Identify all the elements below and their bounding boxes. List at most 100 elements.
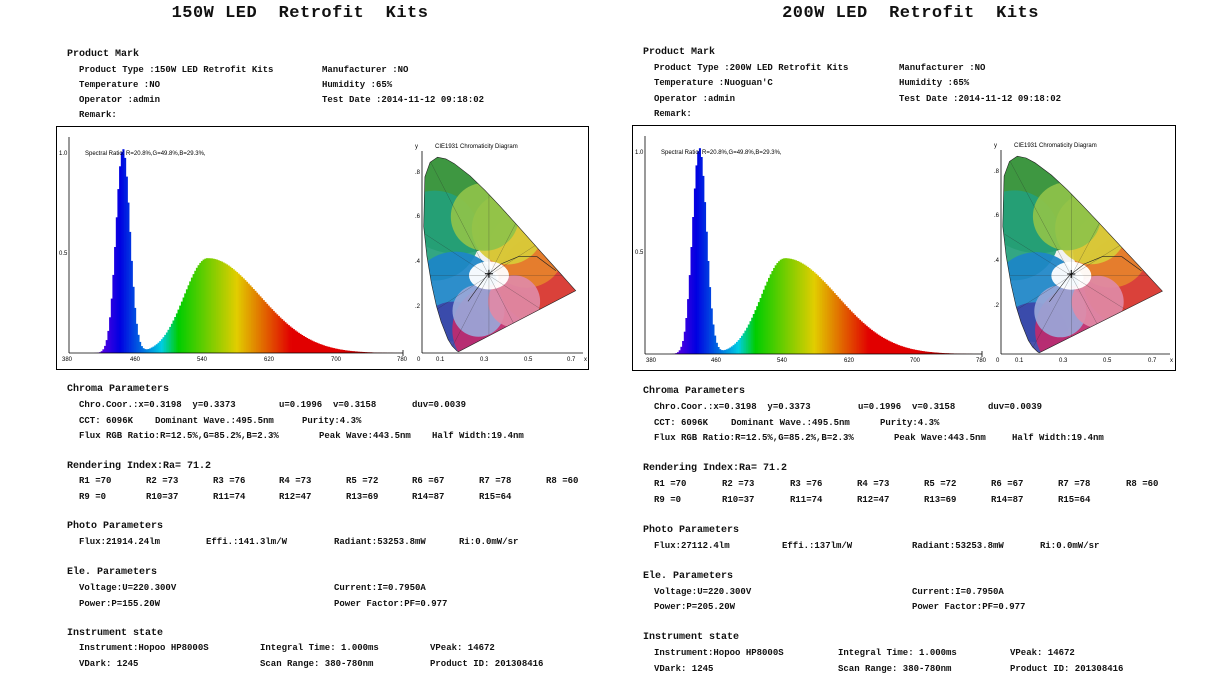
cie-spectral-locus (1002, 155, 1163, 354)
spectrum-bar (936, 352, 939, 354)
cie-diagram: y CIE1931 Chromaticity Diagram x .8 .6 .… (415, 144, 587, 363)
spectrum-bar (774, 265, 777, 354)
spectrum-bar (778, 261, 781, 354)
spectrum-bar (214, 259, 217, 353)
spectrum-bar (737, 340, 740, 354)
spectrum-bar (806, 266, 809, 354)
spectrum-bar (907, 348, 910, 354)
chroma-heading: Chroma Parameters (643, 386, 746, 397)
spectrum-bar (709, 287, 712, 354)
spectrum-bar (119, 166, 122, 353)
spectrum-bar (317, 343, 320, 353)
y-tick-top: 1.0 (59, 151, 68, 157)
spectrum-bar (130, 260, 133, 353)
spectrum-bar (867, 327, 870, 354)
spectrum-bar (107, 330, 110, 353)
cie-x-tick: 0.1 (1015, 358, 1024, 364)
spectrum-bar (357, 351, 360, 353)
spectrum-bar (811, 270, 814, 354)
x-tick: 460 (130, 357, 141, 363)
spectrum-bar (837, 296, 840, 354)
cie-x-tick: 0.5 (524, 357, 533, 363)
cie-region-line (426, 275, 490, 352)
spectrum-bar (100, 351, 103, 353)
half-width: Half Width:19.4nm (432, 431, 524, 441)
dominant-wave: Dominant Wave.:495.5nm (155, 416, 274, 426)
spectrum-bar (742, 333, 745, 354)
spectrum-bar (751, 317, 754, 354)
spectrum-bar (246, 281, 249, 353)
spectrum-bar (262, 300, 265, 353)
r-value: R7 =78 (479, 476, 512, 486)
spectrum-bar (730, 346, 733, 354)
x-tick: 700 (910, 358, 921, 364)
spectrum-bar (791, 259, 794, 354)
spectrum-bar (351, 351, 354, 353)
spectrum-bar (682, 341, 685, 354)
spectrum-bar (803, 264, 806, 354)
spectrum-bar (795, 260, 798, 354)
spectrum-bar (342, 350, 345, 353)
spectrum-bar (361, 351, 364, 353)
spectrum-bar (287, 325, 290, 353)
spectrum-bar (924, 351, 927, 354)
spectrum-bar (104, 345, 107, 353)
x-tick: 620 (844, 358, 855, 364)
spectrum-bar (277, 315, 280, 353)
cie-y-tick: .8 (415, 170, 421, 176)
spectrum-bar (114, 247, 117, 353)
spectrum-bar (301, 335, 304, 353)
spectrum-bar (720, 350, 723, 354)
spectrum-bar (129, 231, 132, 353)
r-value: R3 =76 (213, 476, 246, 486)
spectrum-bar (339, 349, 342, 353)
spectrum-bar (241, 276, 244, 353)
spectrum-bar (862, 322, 865, 354)
spectrum-bar (252, 289, 255, 353)
spectrum-bar (769, 274, 772, 354)
spectrum-bar (747, 324, 750, 354)
spectrum-bar (923, 351, 926, 354)
spectrum-bar (142, 348, 145, 353)
spectrum-bar (127, 202, 130, 353)
spectrum-bar (332, 348, 335, 353)
spectrum-bar (715, 342, 718, 354)
spectrum-bar (336, 348, 339, 353)
instrument-heading: Instrument state (643, 632, 740, 643)
cie-x-tick: 0.7 (567, 357, 576, 363)
spectrum-bar (902, 346, 905, 354)
spectrum-bar (918, 350, 921, 354)
manufacturer: Manufacturer :NO (899, 63, 986, 73)
spectrum-bar (105, 340, 108, 353)
spectrum-bar (231, 268, 234, 353)
chroma-coordinates: Chro.Coor.:x=0.3198 y=0.3373 (654, 402, 811, 412)
spectrum-bar (352, 351, 355, 353)
spectrum-bar (122, 149, 125, 353)
spectrum-bar (254, 290, 257, 353)
r-value: R6 =67 (412, 476, 445, 486)
spectrum-bar (322, 345, 325, 353)
spectrum-bar (853, 314, 856, 354)
spectrum-bar (212, 258, 215, 353)
spectrum-bar (279, 317, 282, 353)
spectrum-bar (887, 340, 890, 354)
radiant-intensity: Ri:0.0mW/sr (459, 537, 519, 547)
spectrum-bar (700, 157, 703, 354)
spectrum-bar (840, 300, 843, 354)
product-mark-heading: Product Mark (643, 47, 716, 58)
spectrum-bar (744, 330, 747, 354)
spectrum-bar (159, 341, 162, 353)
spectrum-bar (124, 157, 127, 353)
spectrum-bar (911, 349, 914, 354)
spectrum-bar (234, 270, 237, 353)
spectrum-bar (286, 323, 289, 353)
spectrum-bar (160, 339, 163, 353)
spectrum-bar (786, 258, 789, 354)
flux-rgb-ratio: Flux RGB Ratio:R=12.5%,G=85.2%,B=2.3% (79, 431, 279, 441)
r-value: R9 =0 (654, 495, 682, 505)
spectrum-bar (877, 334, 880, 354)
spectrum-bar (695, 165, 698, 354)
spectrum-bar (244, 280, 247, 353)
spectrum-bar (329, 347, 332, 353)
spectrum-bar (294, 330, 297, 353)
